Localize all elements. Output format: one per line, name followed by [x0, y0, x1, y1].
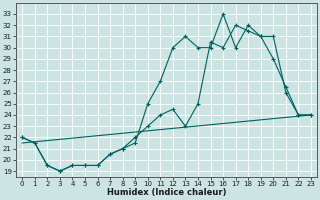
X-axis label: Humidex (Indice chaleur): Humidex (Indice chaleur) — [107, 188, 226, 197]
